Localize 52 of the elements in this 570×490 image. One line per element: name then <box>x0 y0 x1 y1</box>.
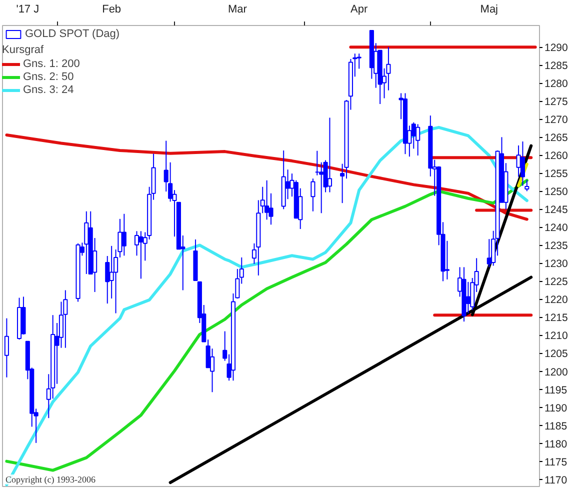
candlestick <box>63 290 68 348</box>
x-tick-label: Mar <box>228 4 248 16</box>
x-tick-label: Apr <box>350 4 368 16</box>
candlestick <box>416 124 420 156</box>
legend-label: GOLD SPOT (Dag) <box>25 27 120 40</box>
y-tick-label: 1290 <box>544 42 568 54</box>
line-series <box>5 126 528 486</box>
candlestick <box>310 178 316 212</box>
y-tick-label: 1230 <box>544 258 568 270</box>
x-tick-label: '17 J <box>16 4 40 16</box>
y-tick-label: 1185 <box>544 420 568 432</box>
candlestick <box>84 210 89 275</box>
y-tick-label: 1240 <box>544 222 568 234</box>
legend-label: Gns. 3: 24 <box>23 83 74 96</box>
y-tick-label: 1255 <box>544 168 568 180</box>
line-series <box>5 178 528 472</box>
x-tick-label: Maj <box>480 4 498 16</box>
candlestick <box>122 213 126 256</box>
y-tick-label: 1215 <box>544 312 568 324</box>
candlestick <box>524 180 530 192</box>
y-tick-label: 1210 <box>544 330 568 342</box>
y-tick-label: 1205 <box>544 348 568 360</box>
y-tick-label: 1270 <box>544 114 568 126</box>
y-tick-label: 1170 <box>544 474 568 486</box>
annotation: Copyright (c) 1993-2006 <box>6 474 96 484</box>
legend-label: Gns. 2: 50 <box>23 70 74 83</box>
legend-label: Gns. 1: 200 <box>23 57 80 70</box>
line-series <box>5 133 528 221</box>
y-tick-label: 1220 <box>544 294 568 306</box>
y-tick-label: 1265 <box>544 132 568 144</box>
y-tick-label: 1260 <box>544 150 568 162</box>
candlestick <box>327 117 332 193</box>
candlestick <box>466 281 470 314</box>
candlestick <box>138 230 144 280</box>
legend-title: Kursgraf <box>2 44 45 56</box>
candlestick <box>210 348 215 393</box>
y-tick-label: 1175 <box>544 456 568 468</box>
y-tick-label: 1250 <box>544 186 568 198</box>
y-tick-label: 1235 <box>544 240 568 252</box>
candlestick <box>520 140 525 186</box>
x-tick-label: Feb <box>102 4 122 16</box>
y-tick-label: 1275 <box>544 96 568 108</box>
y-tick-label: 1180 <box>544 438 568 450</box>
y-tick-label: 1200 <box>544 366 568 378</box>
y-tick-label: 1195 <box>544 384 568 396</box>
y-tick-label: 1225 <box>544 276 568 288</box>
y-tick-label: 1245 <box>544 204 568 216</box>
y-tick-label: 1280 <box>544 78 568 90</box>
y-tick-label: 1190 <box>544 402 568 414</box>
y-tick-label: 1285 <box>544 60 568 72</box>
candlestick <box>264 180 270 220</box>
candlestick <box>4 318 9 378</box>
